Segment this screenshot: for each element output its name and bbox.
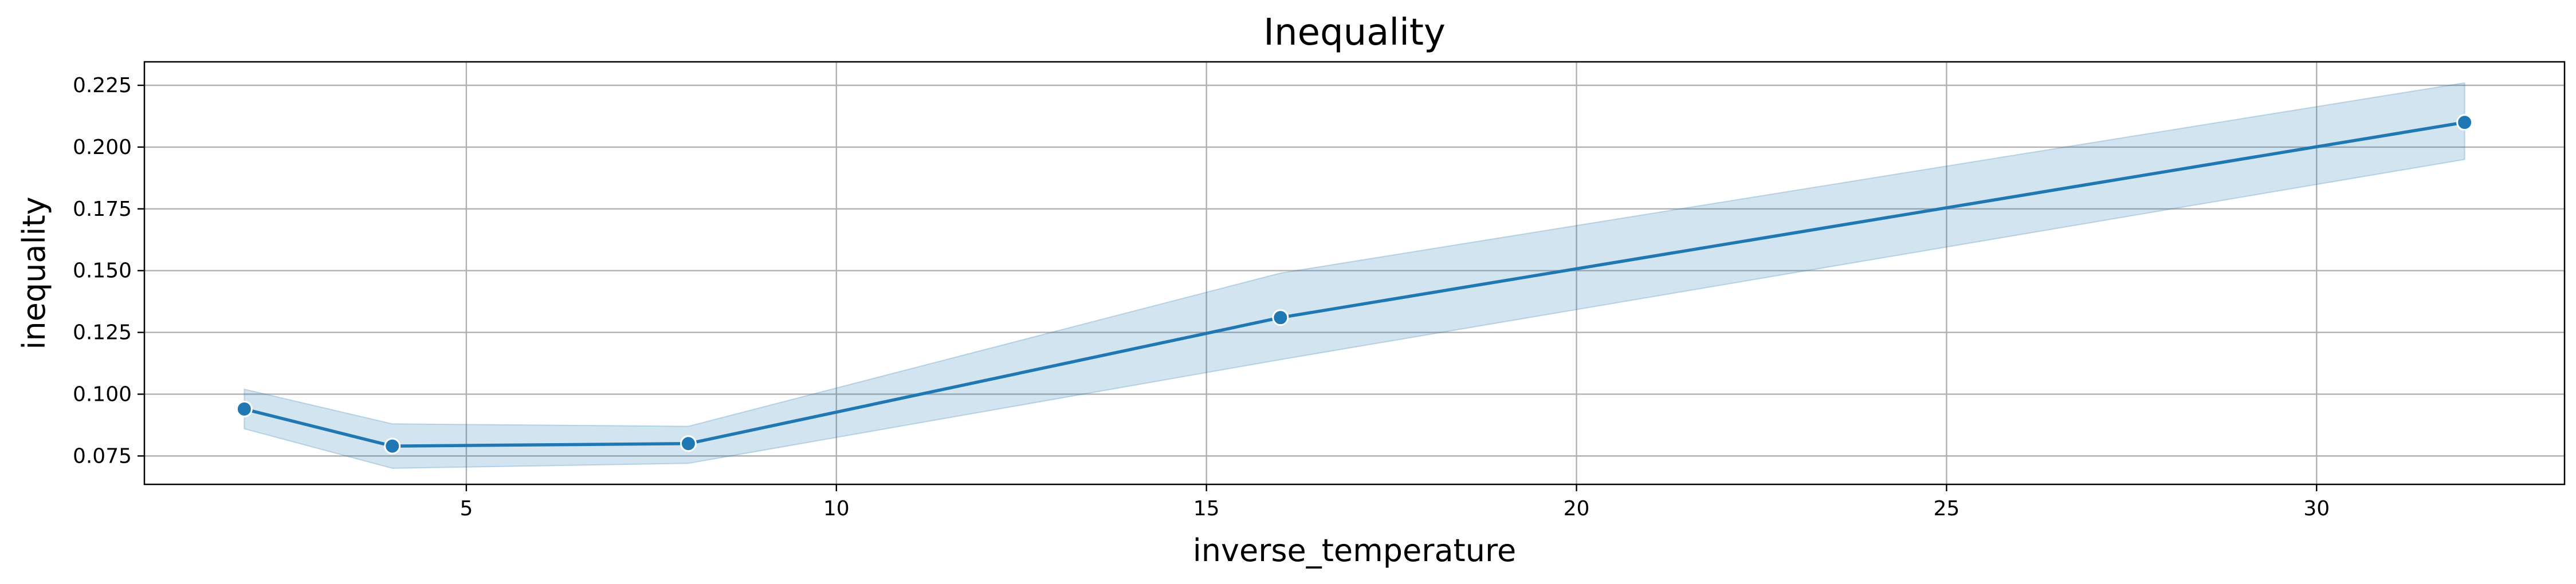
confidence-band <box>244 82 2465 469</box>
x-tick-label: 10 <box>823 497 850 520</box>
y-tick-label: 0.225 <box>73 74 132 97</box>
x-tick-label: 30 <box>2303 497 2330 520</box>
x-axis-title: inverse_temperature <box>1193 532 1516 569</box>
data-point-marker <box>2456 114 2473 131</box>
x-tick-label: 15 <box>1193 497 1220 520</box>
y-tick-label: 0.175 <box>73 198 132 221</box>
data-point-marker <box>680 435 697 452</box>
data-point-marker <box>1272 309 1289 326</box>
y-tick-label: 0.200 <box>73 136 132 159</box>
y-tick-label: 0.075 <box>73 444 132 468</box>
grid <box>144 62 2565 484</box>
plot-area-frame <box>143 61 2566 486</box>
y-tick-label: 0.150 <box>73 259 132 283</box>
chart-title: Inequality <box>1263 11 1446 54</box>
y-tick-label: 0.125 <box>73 321 132 345</box>
y-tick-label: 0.100 <box>73 382 132 406</box>
x-tick-label: 5 <box>460 497 473 520</box>
confidence-band-area <box>244 82 2465 469</box>
axis-ticks: 5 10 15 20 25 30 0.075 0.100 0.125 0.150 0.175 0.20… <box>73 74 2330 520</box>
x-tick-label: 25 <box>1933 497 1960 520</box>
y-axis-title: inequality <box>16 196 52 349</box>
series-markers <box>235 114 2473 455</box>
x-tick-label: 20 <box>1564 497 1590 520</box>
data-point-marker <box>235 400 253 417</box>
data-point-marker <box>384 437 401 455</box>
